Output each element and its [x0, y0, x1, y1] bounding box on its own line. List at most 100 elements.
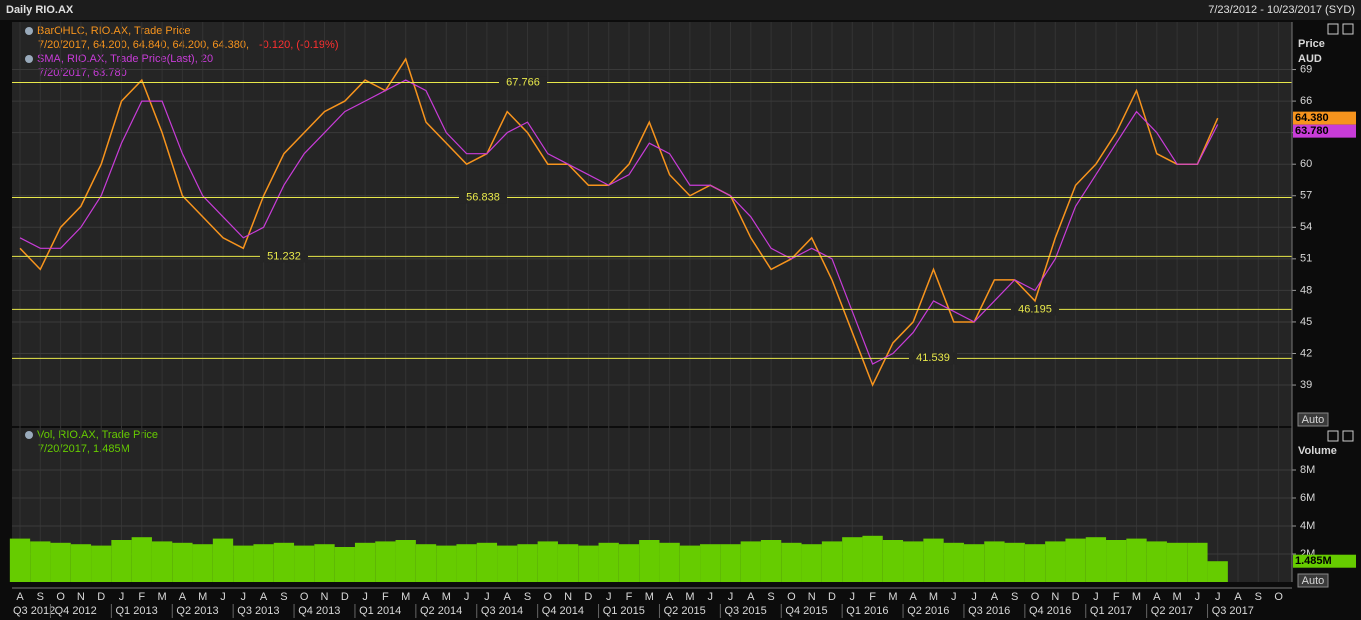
volume-bar: [1045, 541, 1066, 582]
panel-buttons[interactable]: [1327, 23, 1354, 442]
x-quarter-label: Q3 2015: [725, 605, 767, 617]
x-tick-label: J: [606, 591, 612, 603]
volume-bar: [294, 545, 315, 582]
x-tick-label: N: [564, 591, 572, 603]
y-axis-title: Price: [1298, 38, 1325, 50]
x-tick-label: J: [728, 591, 734, 603]
volume-bar: [30, 541, 51, 582]
volume-bar: [436, 545, 457, 582]
x-tick-label: J: [1215, 591, 1221, 603]
volume-bar: [903, 541, 924, 582]
x-tick-label: A: [747, 591, 755, 603]
maximize-button[interactable]: [1327, 430, 1339, 442]
volume-bar: [842, 537, 863, 582]
sma-line: [19, 79, 1219, 365]
volume-bar: [273, 542, 295, 582]
level-label-bg: [499, 76, 547, 89]
y-tick-label: 66: [1300, 95, 1312, 107]
volume-bar: [1065, 538, 1086, 582]
x-tick-label: S: [1255, 591, 1262, 603]
x-tick-label: M: [198, 591, 207, 603]
x-quarter-label: Q1 2014: [359, 605, 401, 617]
volume-bar: [821, 541, 843, 582]
x-quarter-label: Q4 2012: [55, 605, 97, 617]
auto-scale-button[interactable]: [1297, 412, 1329, 427]
x-quarter-label: Q1 2017: [1090, 605, 1132, 617]
x-tick-label: N: [808, 591, 816, 603]
x-tick-label: S: [280, 591, 287, 603]
x-tick-label: A: [422, 591, 430, 603]
x-tick-label: A: [1234, 591, 1242, 603]
x-quarter-label: Q3 2017: [1212, 605, 1254, 617]
x-tick-label: O: [300, 591, 309, 603]
level-label: 67.766: [506, 76, 540, 88]
x-tick-label: D: [828, 591, 836, 603]
y-tick-label: 39: [1300, 379, 1312, 391]
volume-bar: [760, 540, 782, 582]
legend-icon: [25, 27, 33, 35]
volume-bar: [476, 542, 498, 582]
x-tick-label: J: [464, 591, 470, 603]
y-tick-label: 8M: [1300, 464, 1315, 476]
x-tick-label: N: [77, 591, 85, 603]
volume-bar: [618, 544, 640, 582]
x-tick-label: N: [1051, 591, 1059, 603]
y-tick-label: 6M: [1300, 492, 1315, 504]
volume-bar: [172, 542, 193, 582]
x-quarter-label: Q2 2013: [176, 605, 218, 617]
volume-bar: [1085, 537, 1107, 582]
x-tick-label: F: [1113, 591, 1120, 603]
x-tick-label: J: [241, 591, 247, 603]
volume-bar: [862, 535, 883, 582]
y-axis-unit: AUD: [1298, 53, 1322, 65]
volume-bar: [1146, 541, 1167, 582]
y-tick-label: 54: [1300, 221, 1312, 233]
x-tick-label: D: [584, 591, 592, 603]
auto-scale-label[interactable]: Auto: [1302, 575, 1325, 587]
volume-bar: [233, 545, 254, 582]
x-quarter-label: Q2 2015: [664, 605, 706, 617]
auto-scale-label[interactable]: Auto: [1302, 414, 1325, 426]
x-tick-label: F: [869, 591, 876, 603]
volume-bar: [557, 544, 579, 582]
x-tick-label: M: [1173, 591, 1182, 603]
x-tick-label: F: [138, 591, 145, 603]
x-tick-label: J: [220, 591, 226, 603]
volume-bar: [415, 544, 437, 582]
volume-bar: [497, 545, 518, 582]
level-label-bg: [459, 191, 507, 204]
sma-detail: 7/20/2017, 63.780: [38, 67, 127, 79]
x-tick-label: J: [971, 591, 977, 603]
x-quarter-label: Q3 2016: [968, 605, 1010, 617]
volume-bar: [212, 538, 234, 582]
level-label: 56.838: [466, 191, 500, 203]
x-tick-label: J: [1093, 591, 1099, 603]
volume-bar: [517, 544, 538, 582]
volume-bar: [1187, 542, 1208, 582]
volume-bar: [111, 540, 132, 582]
level-label: 51.232: [267, 250, 301, 262]
volume-bar: [659, 542, 680, 582]
volume-bar: [334, 547, 355, 582]
volume-bar: [1024, 544, 1046, 582]
x-quarter-label: Q2 2014: [420, 605, 462, 617]
x-quarter-label: Q4 2014: [542, 605, 584, 617]
y-tick-label: 45: [1300, 316, 1312, 328]
close-button[interactable]: [1342, 430, 1354, 442]
volume-bar: [700, 544, 721, 582]
x-quarter-label: Q2 2016: [907, 605, 949, 617]
auto-scale-button[interactable]: [1297, 573, 1329, 588]
x-tick-label: A: [16, 591, 24, 603]
ohlc-detail: 7/20/2017, 64.200, 64.840, 64.200, 64.38…: [38, 39, 249, 51]
last-value-tag: [1293, 111, 1356, 125]
y-tick-label: 57: [1300, 190, 1312, 202]
title-bar: [0, 0, 1361, 20]
maximize-button[interactable]: [1327, 23, 1339, 35]
close-button[interactable]: [1342, 23, 1354, 35]
x-tick-label: S: [524, 591, 531, 603]
x-tick-label: J: [951, 591, 957, 603]
volume-bar: [720, 544, 741, 582]
x-tick-label: A: [260, 591, 268, 603]
